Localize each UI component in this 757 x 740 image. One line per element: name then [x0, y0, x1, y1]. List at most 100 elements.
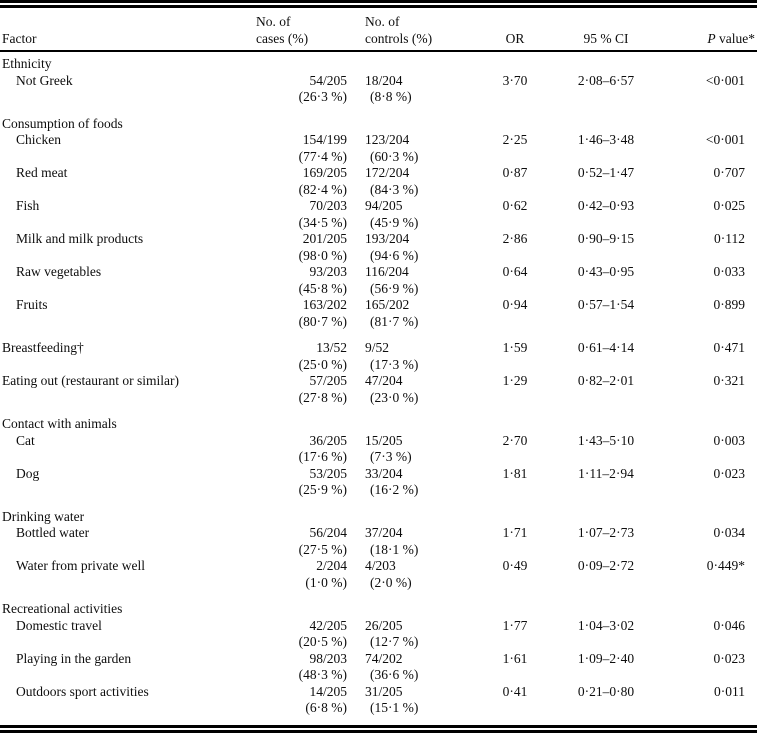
cell-odds-ratio: 1·59: [502, 340, 528, 355]
controls-percent: (16·2 %): [370, 482, 419, 497]
controls-percent: (12·7 %): [370, 634, 419, 649]
cell-cases: 201/205 (98·0 %): [252, 231, 356, 264]
column-header-pvalue: P value*: [662, 8, 757, 52]
cell-confidence-interval: 0·82–2·01: [577, 373, 635, 388]
section-label: Ethnicity: [2, 56, 52, 71]
cell-odds-ratio: 0·64: [502, 264, 528, 279]
column-header-pvalue-italic: P: [707, 30, 716, 46]
cell-factor: Fish: [16, 198, 40, 213]
cases-percent: (34·5 %): [298, 214, 347, 230]
table-row: Outdoors sport activities 14/205 (6·8 %) 31…: [0, 684, 757, 717]
controls-percent: (36·6 %): [370, 667, 419, 682]
controls-count: 94/205: [365, 198, 403, 213]
table-row: Eating out (restaurant or similar) 57/205…: [0, 373, 757, 406]
cell-controls: 172/204 (84·3 %): [356, 165, 480, 198]
section-label: Contact with animals: [2, 416, 117, 431]
cell-confidence-interval: 0·09–2·72: [577, 558, 635, 573]
cell-confidence-interval: 1·11–2·94: [578, 465, 634, 481]
cell-odds-ratio: 0·41: [502, 683, 528, 699]
controls-percent: (15·1 %): [370, 700, 419, 715]
cell-factor: Breastfeeding†: [2, 340, 84, 355]
controls-count: 47/204: [365, 373, 403, 388]
cases-count: 14/205: [309, 683, 347, 699]
cell-cases: 14/205 (6·8 %): [252, 684, 356, 717]
cell-p-value: 0·046: [713, 617, 746, 633]
controls-percent: (17·3 %): [370, 356, 419, 372]
cell-controls: 9/52 (17·3 %): [356, 330, 480, 373]
table-row: Milk and milk products 201/205 (98·0 %) 193…: [0, 231, 757, 264]
column-header-cases-line1: No. of: [256, 14, 291, 29]
cell-p-value: 0·025: [713, 198, 746, 213]
cell-p-value: 0·321: [713, 373, 746, 388]
controls-count: 4/203: [365, 558, 396, 573]
cell-p-value: 0·003: [713, 432, 746, 448]
cases-percent: (82·4 %): [298, 181, 347, 197]
table-row: Fish 70/203 (34·5 %) 94/205 (45·9 %) 0·62 0·42…: [0, 198, 757, 231]
table-row: Breastfeeding† 13/52 (25·0 %) 9/52 (17·3 %) 1…: [0, 330, 757, 373]
cell-controls: 123/204 (60·3 %): [356, 132, 480, 165]
cell-confidence-interval: 1·04–3·02: [577, 617, 635, 633]
cell-cases: 154/199 (77·4 %): [252, 132, 356, 165]
cell-cases: 70/203 (34·5 %): [252, 198, 356, 231]
controls-count: 123/204: [365, 132, 410, 147]
cell-factor: Dog: [16, 465, 40, 481]
cases-count: 169/205: [302, 165, 347, 180]
cases-count: 201/205: [302, 231, 347, 246]
cases-percent: (98·0 %): [298, 247, 347, 263]
controls-count: 18/204: [365, 72, 403, 88]
cell-odds-ratio: 1·29: [502, 373, 528, 388]
cell-confidence-interval: 0·57–1·54: [577, 297, 635, 312]
cell-factor: Milk and milk products: [16, 231, 144, 246]
cell-factor: Eating out (restaurant or similar): [2, 373, 179, 388]
section-label: Consumption of foods: [2, 115, 123, 131]
cell-controls: 116/204 (56·9 %): [356, 264, 480, 297]
cell-p-value: 0·033: [713, 264, 746, 279]
cell-p-value: 0·023: [713, 465, 746, 481]
cell-factor: Not Greek: [16, 72, 73, 88]
cell-controls: 31/205 (15·1 %): [356, 684, 480, 717]
cell-cases: 93/203 (45·8 %): [252, 264, 356, 297]
cell-p-value: 0·023: [713, 650, 746, 666]
cases-percent: (20·5 %): [298, 634, 347, 649]
header-row: Factor No. of cases (%) No. of controls …: [0, 8, 757, 52]
controls-count: 9/52: [365, 340, 390, 355]
table-row: Water from private well 2/204 (1·0 %) 4/203…: [0, 558, 757, 591]
controls-percent: (94·6 %): [370, 247, 419, 263]
cell-controls: 18/204 (8·8 %): [356, 73, 480, 106]
cell-controls: 33/204 (16·2 %): [356, 466, 480, 499]
cases-percent: (80·7 %): [298, 313, 347, 329]
cell-confidence-interval: 1·46–3·48: [577, 132, 635, 147]
cases-count: 98/203: [309, 650, 347, 666]
cases-count: 93/203: [309, 264, 347, 279]
cell-confidence-interval: 0·21–0·80: [577, 683, 635, 699]
cell-p-value: 0·112: [714, 231, 745, 246]
cell-p-value: 0·034: [713, 525, 746, 540]
table-row: Chicken 154/199 (77·4 %) 123/204 (60·3 %) 2·2…: [0, 132, 757, 165]
column-header-or: OR: [480, 8, 550, 52]
cases-count: 13/52: [316, 340, 347, 355]
cases-count: 2/204: [316, 558, 347, 573]
column-header-ci-label: 95 % CI: [583, 30, 629, 46]
controls-count: 26/205: [365, 617, 403, 633]
cases-percent: (1·0 %): [305, 574, 347, 590]
cell-factor: Outdoors sport activities: [16, 683, 149, 699]
cell-factor: Fruits: [16, 297, 48, 312]
table-body: Ethnicity Not Greek 54/205 (26·3 %) 18/204 (8…: [0, 51, 757, 717]
controls-count: 37/204: [365, 525, 403, 540]
column-header-factor: Factor: [0, 8, 252, 52]
table-row: Cat 36/205 (17·6 %) 15/205 (7·3 %) 2·70 1·43–5…: [0, 433, 757, 466]
cases-count: 70/203: [309, 198, 347, 213]
table-row: Playing in the garden 98/203 (48·3 %) 74/20…: [0, 651, 757, 684]
section-label: Recreational activities: [2, 601, 123, 616]
column-header-cases-line2: cases (%): [256, 30, 309, 46]
cell-odds-ratio: 3·70: [502, 72, 528, 88]
table-row: Raw vegetables 93/203 (45·8 %) 116/204 (56·9…: [0, 264, 757, 297]
cell-p-value: 0·471: [713, 340, 746, 355]
cell-p-value: 0·707: [713, 165, 746, 180]
cell-odds-ratio: 1·77: [502, 617, 528, 633]
column-header-cases: No. of cases (%): [252, 8, 356, 52]
table-bottom-rule: [0, 724, 757, 733]
cell-factor: Domestic travel: [16, 617, 102, 633]
cell-confidence-interval: 0·52–1·47: [577, 165, 635, 180]
